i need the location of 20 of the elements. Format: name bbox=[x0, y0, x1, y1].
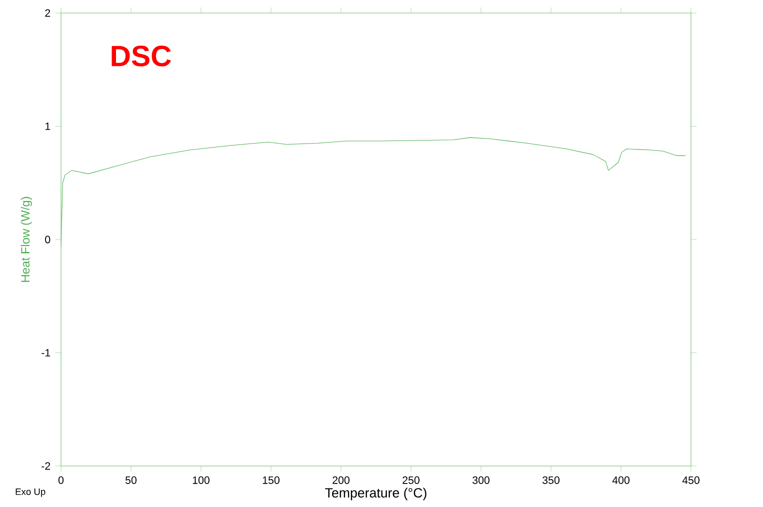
line-series bbox=[61, 137, 686, 247]
x-tick-label: 150 bbox=[262, 476, 280, 484]
y-axis-title: Heat Flow (W/g) bbox=[20, 196, 32, 282]
x-tick-label: 350 bbox=[542, 476, 560, 484]
x-tick-label: 450 bbox=[682, 476, 700, 484]
x-tick-label: 100 bbox=[192, 476, 210, 484]
y-tick-label: -1 bbox=[42, 349, 50, 356]
x-tick-label: 300 bbox=[472, 476, 490, 484]
text: DSC bbox=[112, 46, 171, 66]
y-tick-label: 2 bbox=[45, 9, 50, 17]
x-tick-label: 250 bbox=[402, 476, 420, 484]
x-tick-label: 50 bbox=[125, 476, 137, 484]
text: Exo Up bbox=[16, 488, 46, 497]
x-tick-label: 400 bbox=[612, 476, 630, 484]
y-tick-label: -2 bbox=[42, 462, 50, 470]
x-tick-label: 0 bbox=[58, 476, 64, 484]
y-tick-label: 1 bbox=[45, 122, 50, 130]
y-tick-label: 0 bbox=[45, 236, 50, 244]
x-axis-title: Temperature (°C) bbox=[325, 488, 426, 500]
x-tick-label: 200 bbox=[332, 476, 350, 484]
